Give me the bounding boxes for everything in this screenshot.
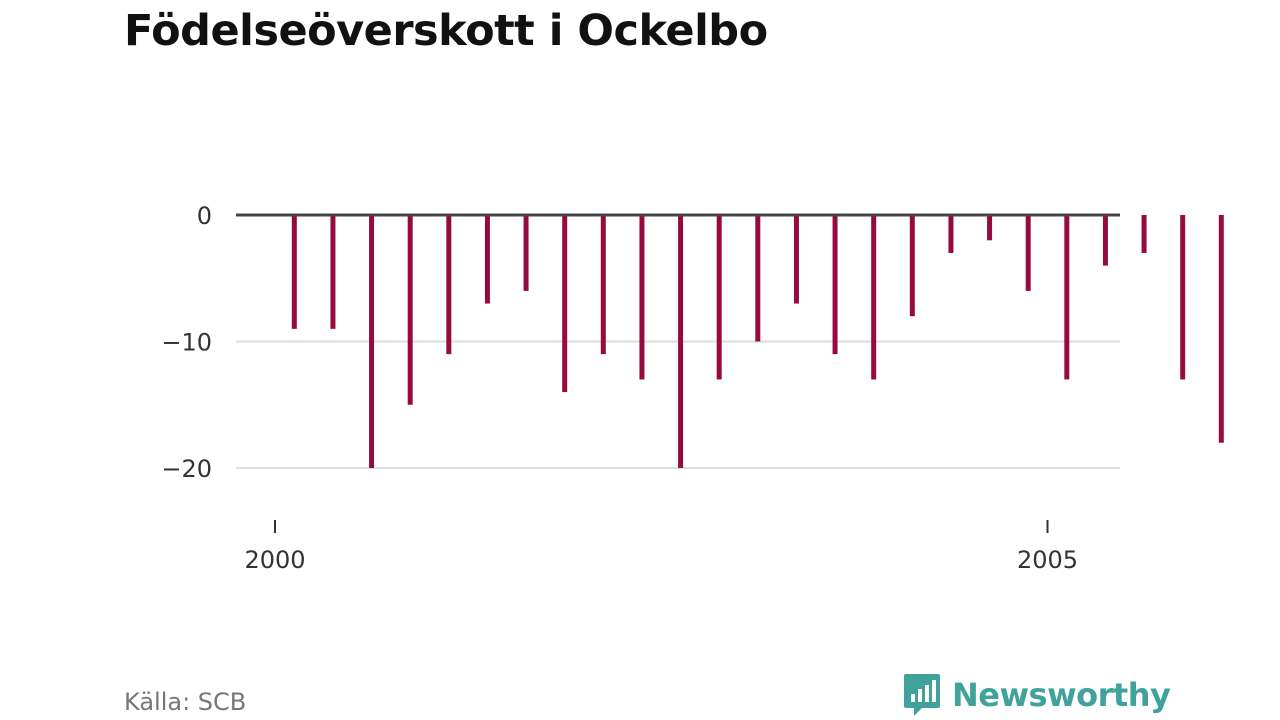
bar bbox=[871, 215, 877, 380]
bar bbox=[639, 215, 645, 380]
y-tick-label: −10 bbox=[161, 329, 212, 357]
bar bbox=[330, 215, 336, 329]
bar bbox=[369, 215, 375, 468]
x-axis-ticks: 200020052010201520202025 bbox=[244, 520, 1078, 574]
bars bbox=[291, 215, 1224, 468]
x-tick-label: 2000 bbox=[244, 546, 305, 574]
bar bbox=[484, 215, 490, 304]
bar bbox=[1025, 215, 1031, 291]
bar bbox=[678, 215, 684, 468]
bar bbox=[793, 215, 799, 304]
bar bbox=[407, 215, 413, 405]
bar bbox=[1064, 215, 1070, 380]
bar bbox=[1102, 215, 1108, 266]
newsworthy-logo-icon bbox=[904, 674, 940, 716]
y-tick-label: −20 bbox=[161, 455, 212, 483]
bar bbox=[832, 215, 838, 355]
bar bbox=[562, 215, 568, 393]
bar bbox=[600, 215, 606, 355]
bar bbox=[523, 215, 529, 291]
source-label: Källa: SCB bbox=[124, 688, 247, 716]
gridlines bbox=[236, 340, 1120, 469]
y-axis-tick-labels: 0 −10 −20 bbox=[161, 202, 212, 483]
bar bbox=[446, 215, 452, 355]
bar bbox=[1218, 215, 1224, 443]
bar bbox=[1141, 215, 1147, 253]
bar bbox=[987, 215, 993, 241]
chart-title: Födelseöverskott i Ockelbo bbox=[124, 6, 768, 56]
bar bbox=[716, 215, 722, 380]
brand-logo: Newsworthy bbox=[902, 672, 1171, 718]
bar bbox=[909, 215, 915, 317]
x-tick-label: 2005 bbox=[1017, 546, 1078, 574]
bar bbox=[1180, 215, 1186, 380]
bar bbox=[755, 215, 761, 342]
bar bbox=[948, 215, 954, 253]
brand-name: Newsworthy bbox=[952, 676, 1171, 714]
bar bbox=[291, 215, 297, 329]
y-tick-label: 0 bbox=[197, 202, 212, 230]
